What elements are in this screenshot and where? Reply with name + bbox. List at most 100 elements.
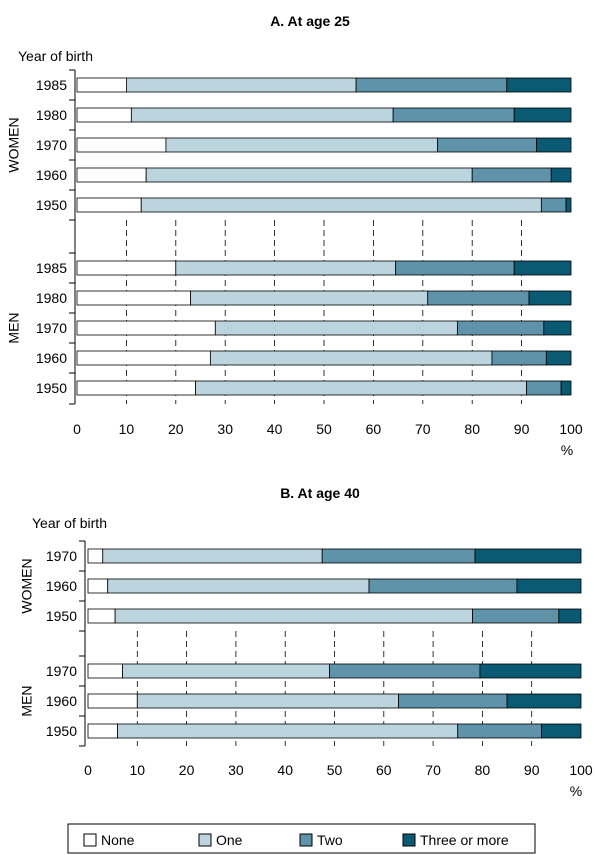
bar-a-men-1960-two	[491, 350, 547, 366]
x-tick-label-a-30: 30	[217, 421, 233, 437]
bar-a-women-1985-two	[355, 77, 508, 93]
bar-b-men-1960-one	[136, 693, 399, 709]
x-tick-label-b-30: 30	[228, 762, 244, 778]
x-tick-label-a-0: 0	[73, 421, 81, 437]
bar-a-women-1980-one	[130, 107, 394, 123]
bar-a-women-1980-none	[76, 107, 132, 123]
panel-a-title: A. At age 25	[270, 13, 350, 29]
bar-b-women-1960-two	[368, 578, 518, 594]
bar-a-men-1985-none	[76, 260, 177, 276]
bar-a-women-1950-two	[540, 197, 567, 213]
bar-a-men-1960-three-or-more	[545, 350, 572, 366]
x-tick-label-a-90: 90	[514, 421, 530, 437]
bar-a-women-1960-two	[471, 167, 552, 183]
x-tick-label-b-0: 0	[84, 762, 92, 778]
bar-b-men-1970-one	[122, 663, 330, 679]
bar-a-men-1980-three-or-more	[528, 290, 572, 306]
x-tick-label-a-60: 60	[366, 421, 382, 437]
category-label-a-women-1980: 1980	[36, 107, 67, 123]
bar-b-women-1950-none	[87, 608, 116, 624]
category-label-b-women-1970: 1970	[46, 548, 77, 564]
legend-swatch-three-or-more	[402, 833, 416, 847]
category-label-a-men-1970: 1970	[36, 320, 67, 336]
bar-b-men-1960-three-or-more	[506, 693, 582, 709]
legend-swatch-one	[198, 833, 212, 847]
panel-b-ylabel: Year of birth	[32, 515, 107, 531]
bar-a-men-1960-one	[209, 350, 493, 366]
bar-a-men-1970-three-or-more	[543, 320, 572, 336]
bar-a-men-1980-one	[190, 290, 429, 306]
panel-b-title: B. At age 40	[280, 485, 360, 501]
bar-a-men-1985-two	[395, 260, 515, 276]
x-tick-label-b-20: 20	[179, 762, 195, 778]
group-label-a-women: WOMEN	[6, 117, 22, 172]
bar-a-men-1960-none	[76, 350, 211, 366]
bar-a-men-1985-three-or-more	[513, 260, 572, 276]
bar-a-women-1960-none	[76, 167, 147, 183]
bar-b-women-1960-none	[87, 578, 109, 594]
panel-b-xlabel-unit: %	[570, 783, 582, 799]
category-label-a-men-1960: 1960	[36, 350, 67, 366]
category-label-a-men-1980: 1980	[36, 290, 67, 306]
x-tick-label-b-60: 60	[376, 762, 392, 778]
x-tick-label-a-80: 80	[464, 421, 480, 437]
category-label-a-women-1985: 1985	[36, 77, 67, 93]
bar-a-men-1970-two	[456, 320, 545, 336]
bar-a-women-1960-three-or-more	[550, 167, 572, 183]
bar-a-men-1985-one	[175, 260, 397, 276]
bar-b-men-1950-none	[87, 723, 118, 739]
panel-a-plot: 1985 1980 1970 1960 1950 WOMEN 1985 1980 1970 196…	[6, 69, 583, 437]
bar-b-women-1960-three-or-more	[516, 578, 582, 594]
bar-a-women-1985-one	[126, 77, 357, 93]
bar-a-men-1950-three-or-more	[560, 380, 572, 396]
bar-a-women-1970-none	[76, 137, 167, 153]
bar-a-men-1980-two	[427, 290, 530, 306]
x-tick-label-b-70: 70	[425, 762, 441, 778]
bar-b-women-1950-two	[472, 608, 560, 624]
x-tick-label-b-80: 80	[475, 762, 491, 778]
bar-a-women-1980-two	[392, 107, 515, 123]
legend-swatch-none	[83, 833, 97, 847]
bar-b-men-1970-none	[87, 663, 123, 679]
bar-a-men-1970-none	[76, 320, 216, 336]
bar-a-women-1970-two	[437, 137, 537, 153]
bar-b-women-1970-none	[87, 548, 104, 564]
x-tick-label-a-40: 40	[267, 421, 283, 437]
bar-a-women-1970-three-or-more	[536, 137, 572, 153]
category-label-a-women-1960: 1960	[36, 167, 67, 183]
category-label-a-men-1950: 1950	[36, 380, 67, 396]
category-label-a-women-1950: 1950	[36, 197, 67, 213]
x-tick-label-a-10: 10	[119, 421, 135, 437]
x-tick-label-a-20: 20	[168, 421, 184, 437]
x-tick-label-b-50: 50	[327, 762, 343, 778]
bar-a-men-1950-two	[526, 380, 562, 396]
bar-a-women-1970-one	[165, 137, 439, 153]
category-label-b-men-1950: 1950	[46, 723, 77, 739]
bar-b-women-1960-one	[107, 578, 370, 594]
bar-a-men-1970-one	[214, 320, 458, 336]
category-label-b-men-1970: 1970	[46, 663, 77, 679]
bar-a-women-1960-one	[145, 167, 473, 183]
x-tick-label-a-50: 50	[316, 421, 332, 437]
bar-b-men-1970-two	[329, 663, 481, 679]
bar-a-women-1985-none	[76, 77, 127, 93]
legend-label-none: None	[101, 832, 135, 848]
bar-b-women-1950-one	[114, 608, 473, 624]
x-tick-label-b-90: 90	[524, 762, 540, 778]
bar-b-men-1950-three-or-more	[541, 723, 582, 739]
bar-b-men-1960-none	[87, 693, 138, 709]
x-tick-label-a-100: 100	[559, 421, 583, 437]
legend-label-one: One	[216, 832, 243, 848]
bar-b-men-1960-two	[398, 693, 508, 709]
group-label-b-men: MEN	[19, 685, 35, 716]
bar-b-women-1970-one	[102, 548, 323, 564]
group-label-b-women: WOMEN	[19, 558, 35, 613]
panel-a-ylabel: Year of birth	[18, 48, 93, 64]
x-tick-label-b-10: 10	[130, 762, 146, 778]
bar-a-women-1950-none	[76, 197, 142, 213]
bar-b-women-1950-three-or-more	[558, 608, 582, 624]
panel-a-xlabel-unit: %	[561, 442, 573, 458]
bar-b-men-1970-three-or-more	[479, 663, 582, 679]
category-label-a-women-1970: 1970	[36, 137, 67, 153]
